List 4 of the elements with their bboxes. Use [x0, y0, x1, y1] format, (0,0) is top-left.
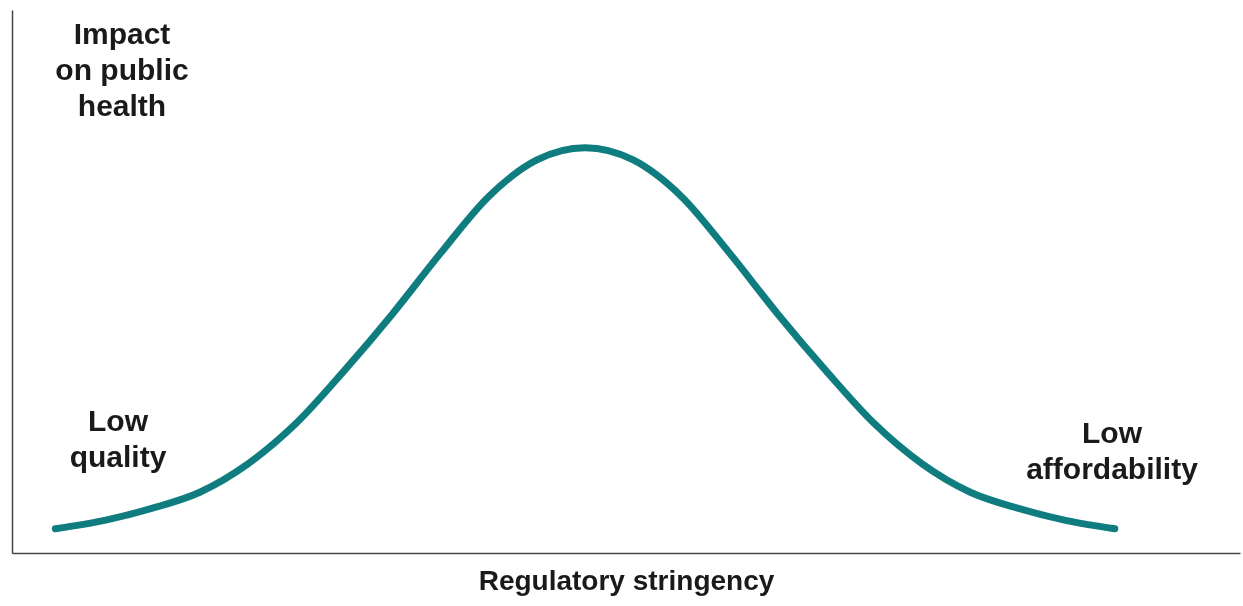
x-axis-title: Regulatory stringency: [478, 564, 775, 596]
y-axis-title: Impact on public health: [55, 17, 189, 122]
annotation: Low affordability: [1026, 416, 1199, 485]
annotation: Low quality: [69, 404, 167, 473]
